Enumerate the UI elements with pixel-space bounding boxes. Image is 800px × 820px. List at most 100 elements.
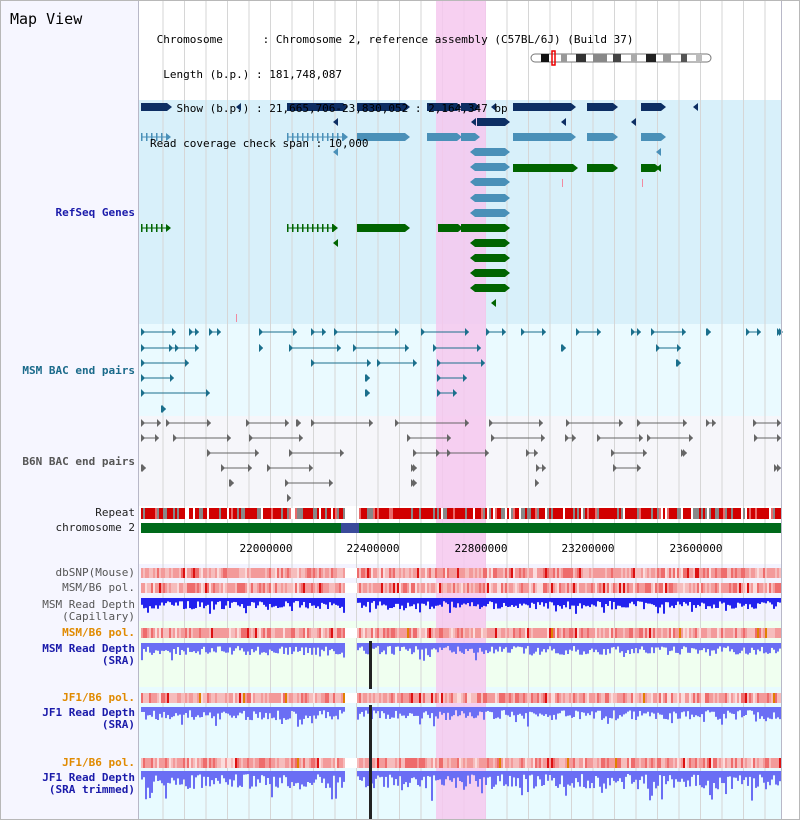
polymorphism-cell [353,628,355,638]
polymorphism-cell [335,628,337,638]
bac-end [141,434,145,442]
repeat-block [607,508,609,519]
depth-bar [247,771,249,775]
repeat-block [257,508,259,519]
depth-bar [715,771,717,789]
depth-bar [667,707,669,720]
repeat-block [151,508,153,519]
gene-strand-arrow [405,224,410,232]
depth-bar [461,643,463,653]
polymorphism-cell [245,628,247,638]
polymorphism-cell [523,693,525,703]
gene-strand-arrow [470,254,475,262]
dbsnp-cell [691,568,693,578]
polymorphism-cell [747,693,749,703]
gene-strand-arrow [505,284,510,292]
polymorphism-cell [315,583,317,593]
depth-bar [401,771,403,791]
polymorphism-cell [777,758,779,768]
depth-bar [601,771,603,793]
dbsnp-cell [665,568,667,578]
dbsnp-cell [459,568,461,578]
polymorphism-cell [283,628,285,638]
depth-bar [277,707,279,711]
depth-bar [363,643,365,651]
polymorphism-cell [445,583,447,593]
polymorphism-cell [501,758,503,768]
polymorphism-cell [401,628,403,638]
depth-bar [287,598,289,604]
polymorphism-cell [209,628,211,638]
repeat-block [255,508,257,519]
bac-end [639,434,643,442]
dbsnp-cell [455,568,457,578]
polymorphism-cell [667,583,669,593]
dbsnp-cell [469,568,471,578]
polymorphism-cell [541,693,543,703]
polymorphism-cell [649,693,651,703]
depth-bar [465,598,467,605]
bac-end [255,449,259,457]
depth-bar [465,643,467,649]
depth-bar [759,771,761,775]
repeat-block [743,508,745,519]
dbsnp-cell [225,568,227,578]
dbsnp-cell [535,568,537,578]
polymorphism-cell [767,758,769,768]
repeat-block [317,508,319,519]
depth-bar [253,643,255,653]
repeat-block [281,508,283,519]
dbsnp-cell [545,568,547,578]
polymorphism-cell [653,693,655,703]
b6n-bac-label[interactable]: B6N BAC end pairs [22,455,135,468]
bac-end [353,344,357,352]
polymorphism-cell [257,628,259,638]
depth-bar [543,598,545,607]
depth-bar [231,643,233,655]
repeat-block [605,508,607,519]
polymorphism-cell [411,583,413,593]
repeat-block [749,508,751,519]
depth-bar [387,598,389,610]
dbsnp-cell [593,568,595,578]
depth-bar [551,643,553,651]
polymorphism-cell [157,693,159,703]
polymorphism-cell [699,758,701,768]
depth-bar [531,771,533,775]
bac-end [491,434,495,442]
depth-bar [509,707,511,717]
depth-bar [689,771,691,787]
depth-bar [333,707,335,717]
depth-bar [663,707,665,719]
polymorphism-cell [349,583,351,593]
dbsnp-cell [647,568,649,578]
gene-exon [302,224,304,232]
polymorphism-cell [769,758,771,768]
depth-bar [287,643,289,655]
polymorphism-cell [375,628,377,638]
polymorphism-cell [753,583,755,593]
dbsnp-cell [575,568,577,578]
polymorphism-cell [655,758,657,768]
dbsnp-cell [445,568,447,578]
polymorphism-cell [449,693,451,703]
polymorphism-cell [213,693,215,703]
repeat-block [639,508,641,519]
gene-strand-arrow [471,118,476,126]
msm-bac-label[interactable]: MSM BAC end pairs [22,364,135,377]
refseq-genes-label[interactable]: RefSeq Genes [55,206,135,219]
polymorphism-cell [677,628,679,638]
depth-bar [257,598,259,606]
depth-bar [623,771,625,789]
depth-bar [445,598,447,603]
repeat-block [373,508,375,519]
bac-end [195,328,199,336]
polymorphism-cell [459,628,461,638]
polymorphism-cell [651,693,653,703]
depth-bar [691,707,693,715]
polymorphism-cell [559,693,561,703]
depth-bar [777,643,779,652]
depth-bar [519,598,521,604]
depth-bar [293,707,295,712]
